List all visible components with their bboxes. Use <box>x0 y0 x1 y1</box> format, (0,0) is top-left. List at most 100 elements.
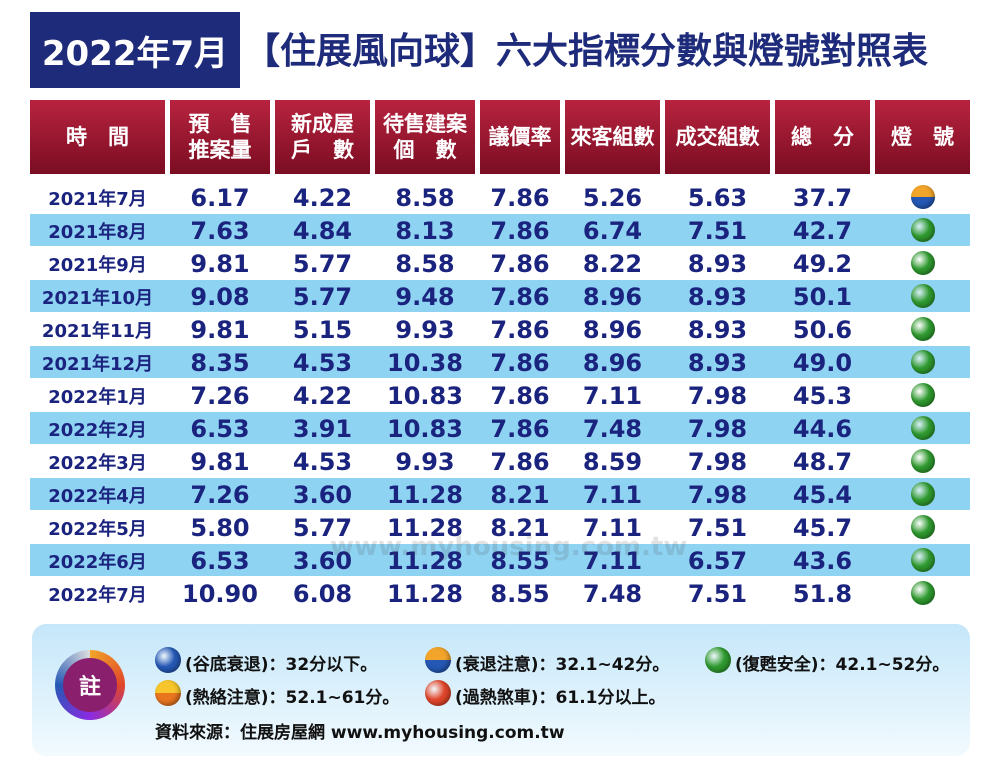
column-header: 時 間 <box>30 100 165 174</box>
header-line: 來客組數 <box>570 124 655 149</box>
value-cell: 7.86 <box>490 183 550 212</box>
row-band <box>30 346 970 378</box>
legend-light <box>425 680 451 706</box>
value-cell: 4.53 <box>292 447 353 476</box>
value-cell: 7.26 <box>190 480 250 509</box>
value-cell: 5.77 <box>292 513 353 542</box>
value-cell: 11.28 <box>387 480 463 509</box>
column-header: 燈 號 <box>875 100 970 174</box>
legend-light <box>155 680 181 706</box>
signal-light <box>910 548 935 572</box>
value-cell: 6.74 <box>582 216 643 245</box>
value-cell: 8.58 <box>395 249 455 278</box>
value-cell: 11.28 <box>387 546 463 575</box>
value-cell: 9.81 <box>190 447 250 476</box>
value-cell: 8.93 <box>687 315 748 344</box>
value-cell: 6.17 <box>190 183 250 212</box>
date-cell: 2021年9月 <box>48 254 147 276</box>
value-cell: 6.57 <box>687 546 748 575</box>
value-cell: 50.1 <box>792 282 853 311</box>
value-cell: 7.98 <box>687 480 748 509</box>
value-cell: 45.7 <box>792 513 853 542</box>
legend-text: (衰退注意)：32.1~42分。 <box>455 655 670 675</box>
value-cell: 8.55 <box>490 546 550 575</box>
value-cell: 7.98 <box>687 414 748 443</box>
value-cell: 7.86 <box>490 315 550 344</box>
row-band <box>30 478 970 510</box>
date-cell: 2022年5月 <box>48 518 147 540</box>
value-cell: 8.93 <box>687 282 748 311</box>
notes-panel <box>32 624 970 756</box>
value-cell: 10.38 <box>387 348 463 377</box>
value-cell: 4.53 <box>292 348 353 377</box>
value-cell: 8.58 <box>395 183 455 212</box>
value-cell: 8.93 <box>687 249 748 278</box>
value-cell: 3.91 <box>292 414 353 443</box>
date-cell: 2021年11月 <box>41 320 154 342</box>
header-line: 議價率 <box>488 124 552 149</box>
value-cell: 6.53 <box>190 414 250 443</box>
value-cell: 8.96 <box>582 282 643 311</box>
signal-light <box>910 581 935 605</box>
value-cell: 10.90 <box>182 579 258 608</box>
signal-light <box>910 515 935 539</box>
column-header: 議價率 <box>480 100 560 174</box>
date-cell: 2022年2月 <box>48 419 147 441</box>
value-cell: 4.22 <box>292 183 353 212</box>
signal-light <box>910 482 935 506</box>
date-cell: 2021年12月 <box>41 353 154 375</box>
value-cell: 7.11 <box>582 546 643 575</box>
value-cell: 7.11 <box>582 381 643 410</box>
column-header: 成交組數 <box>665 100 770 174</box>
signal-light <box>910 449 935 473</box>
value-cell: 3.60 <box>292 480 353 509</box>
value-cell: 8.55 <box>490 579 550 608</box>
title: 【住展風向球】六大指標分數與燈號對照表 <box>244 31 929 72</box>
header-line: 預 售 <box>188 111 252 136</box>
value-cell: 7.51 <box>687 513 748 542</box>
value-cell: 8.93 <box>687 348 748 377</box>
value-cell: 7.11 <box>582 480 643 509</box>
value-cell: 9.48 <box>395 282 455 311</box>
date-cell: 2022年1月 <box>48 386 147 408</box>
value-cell: 7.48 <box>582 414 643 443</box>
value-cell: 8.96 <box>582 315 643 344</box>
value-cell: 10.83 <box>387 414 463 443</box>
value-cell: 3.60 <box>292 546 353 575</box>
value-cell: 7.48 <box>582 579 643 608</box>
signal-light <box>910 284 935 308</box>
header-line: 總 分 <box>791 124 854 149</box>
header-line: 新成屋 <box>291 111 354 136</box>
value-cell: 5.63 <box>687 183 748 212</box>
value-cell: 7.86 <box>490 216 550 245</box>
value-cell: 8.59 <box>582 447 643 476</box>
value-cell: 45.3 <box>792 381 853 410</box>
value-cell: 8.96 <box>582 348 643 377</box>
header-line: 時 間 <box>66 124 129 149</box>
value-cell: 9.93 <box>395 315 455 344</box>
date-cell: 2021年10月 <box>41 287 154 309</box>
value-cell: 49.0 <box>792 348 853 377</box>
value-cell: 8.21 <box>490 480 550 509</box>
value-cell: 9.08 <box>190 282 250 311</box>
value-cell: 7.98 <box>687 447 748 476</box>
header-line: 待售建案 <box>383 111 467 136</box>
column-header: 預 售推案量 <box>170 100 270 174</box>
value-cell: 9.81 <box>190 249 250 278</box>
date-cell: 2021年7月 <box>48 188 147 210</box>
value-cell: 8.13 <box>395 216 455 245</box>
value-cell: 11.28 <box>387 513 463 542</box>
value-cell: 7.11 <box>582 513 643 542</box>
legend-text: (過熱煞車)：61.1分以上。 <box>455 688 666 708</box>
date-cell: 2022年6月 <box>48 551 147 573</box>
value-cell: 6.53 <box>190 546 250 575</box>
value-cell: 7.86 <box>490 381 550 410</box>
value-cell: 5.77 <box>292 249 353 278</box>
date-cell: 2021年8月 <box>48 221 147 243</box>
value-cell: 8.21 <box>490 513 550 542</box>
source: 資料來源：住展房屋網 www.myhousing.com.tw <box>155 723 565 743</box>
value-cell: 37.7 <box>792 183 853 212</box>
header-line: 推案量 <box>188 138 252 162</box>
header-line: 燈 號 <box>891 124 954 149</box>
legend-light <box>705 647 731 673</box>
